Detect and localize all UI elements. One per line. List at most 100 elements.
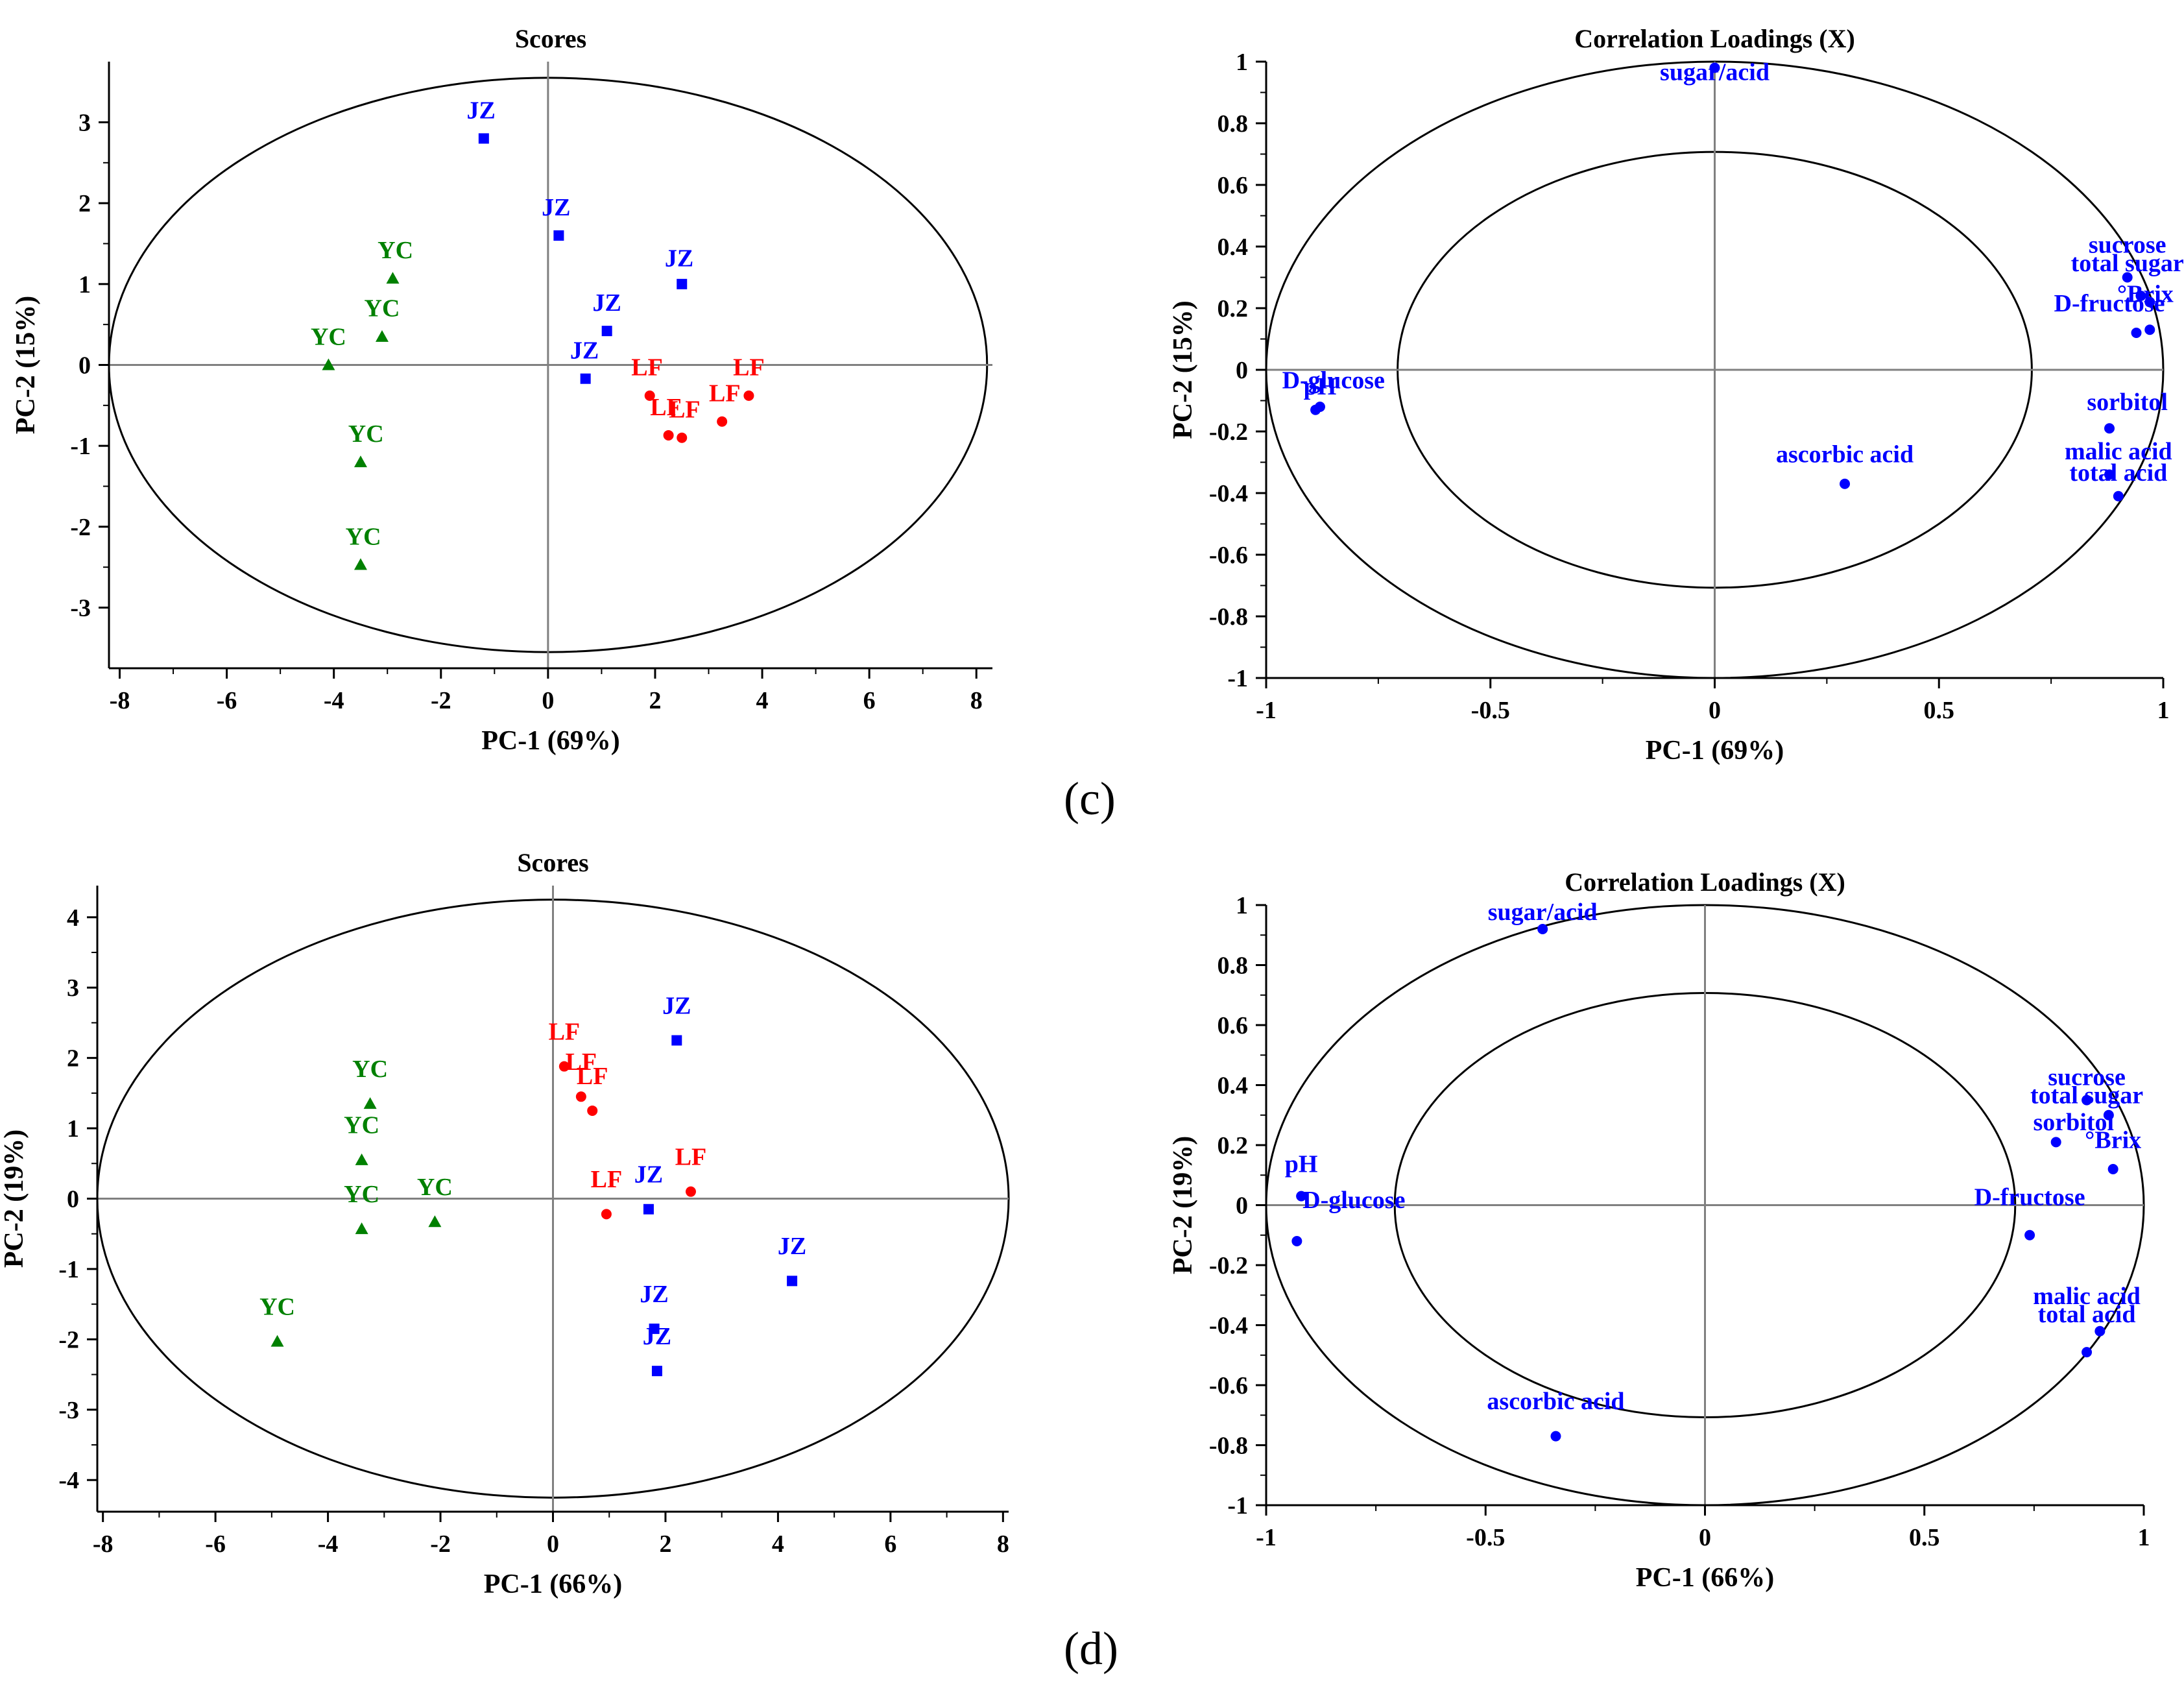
data-label: pH [1285, 1151, 1318, 1178]
data-point-lf [717, 416, 728, 427]
data-label: D-fructose [2054, 290, 2165, 317]
y-tick-label: -1 [1227, 665, 1248, 692]
data-point-loading [2094, 1325, 2106, 1337]
x-tick-label: 1 [2157, 697, 2170, 724]
data-label: LF [631, 354, 663, 381]
x-tick-label: -2 [430, 1531, 451, 1558]
data-point-lf [685, 1186, 696, 1197]
data-label: YC [311, 323, 346, 350]
x-tick-label: 6 [863, 687, 876, 714]
data-point-loading [1550, 1431, 1561, 1442]
data-label: malic acid [2065, 438, 2172, 465]
chart-title: Correlation Loadings (X) [1574, 24, 1855, 53]
y-tick-label: 0 [67, 1186, 79, 1213]
chart-title: Correlation Loadings (X) [1565, 867, 1845, 897]
data-point-jz [677, 278, 688, 289]
y-tick-label: 0.8 [1218, 110, 1249, 138]
x-tick-label: -0.5 [1466, 1524, 1505, 1551]
data-point-loading [2131, 328, 2142, 338]
data-point-loading [2113, 490, 2124, 502]
y-tick-label: 3 [67, 974, 79, 1002]
data-label: JZ [640, 1281, 668, 1308]
x-tick-label: -1 [1256, 1524, 1277, 1551]
data-label: malic acid [2033, 1283, 2141, 1310]
data-label: JZ [467, 97, 496, 124]
x-tick-label: 2 [659, 1531, 671, 1558]
data-label: sucrose [2089, 232, 2166, 259]
data-point-loading [2104, 423, 2115, 434]
x-tick-label: 1 [2138, 1524, 2150, 1551]
data-point-yc [386, 272, 400, 284]
y-tick-label: 0.8 [1218, 952, 1249, 980]
chart-title: Scores [515, 24, 586, 53]
data-label: LF [549, 1018, 581, 1045]
data-point-loading [1537, 924, 1548, 934]
data-point-yc [363, 1097, 377, 1109]
data-label: YC [346, 523, 381, 550]
data-label: YC [378, 237, 413, 264]
data-point-loading [2103, 1109, 2114, 1120]
x-tick-label: -1 [1256, 697, 1277, 724]
data-point-yc [375, 330, 389, 342]
data-point-loading [1709, 62, 1720, 73]
data-point-loading [2122, 272, 2133, 283]
data-label: total acid [2038, 1301, 2136, 1328]
data-point-jz [601, 326, 612, 337]
y-tick-label: -3 [70, 595, 91, 622]
x-tick-label: 0 [1709, 697, 1721, 724]
data-label: D-fructose [1974, 1184, 2085, 1211]
y-axis-label: PC-2 (19%) [1168, 1136, 1198, 1274]
y-tick-label: 0 [78, 352, 91, 380]
data-label: °Brix [2117, 281, 2174, 308]
y-tick-label: -0.6 [1209, 1372, 1248, 1399]
data-point-lf [587, 1105, 598, 1116]
data-point-yc [322, 358, 335, 370]
y-tick-label: 3 [78, 110, 91, 137]
data-label: LF [577, 1063, 608, 1090]
data-point-lf [663, 430, 674, 441]
data-point-lf [558, 1061, 570, 1072]
x-axis-label: PC-1 (69%) [1646, 736, 1784, 766]
y-axis-label: PC-2 (15%) [1168, 300, 1198, 439]
data-label: YC [352, 1056, 388, 1083]
data-label: LF [709, 380, 741, 407]
data-label: JZ [570, 337, 599, 365]
data-point-loading [2107, 1164, 2118, 1174]
x-axis-label: PC-1 (69%) [481, 726, 619, 756]
data-point-loading [1296, 1191, 1307, 1202]
y-tick-label: 0.4 [1218, 234, 1249, 261]
data-point-yc [270, 1335, 284, 1347]
x-tick-label: -8 [110, 687, 130, 714]
x-tick-label: -6 [217, 687, 237, 714]
data-point-jz [553, 230, 564, 241]
data-point-loading [2135, 291, 2146, 301]
data-label: YC [344, 1181, 379, 1208]
data-label: total acid [2069, 459, 2167, 487]
data-label: ascorbic acid [1776, 441, 1914, 468]
data-label: sorbitol [2033, 1109, 2114, 1136]
y-tick-label: 1 [1236, 892, 1248, 919]
data-label: D-glucose [1302, 1187, 1405, 1214]
data-point-jz [787, 1276, 798, 1287]
y-tick-label: 0.6 [1218, 172, 1249, 199]
panel-label-d: (d) [1064, 1623, 1118, 1675]
data-point-loading [2050, 1137, 2061, 1148]
data-point-loading [1310, 404, 1321, 415]
y-tick-label: 1 [1236, 49, 1248, 76]
data-label: D-glucose [1282, 367, 1385, 394]
data-label: total sugar [2030, 1082, 2143, 1109]
y-axis-label: PC-2 (19%) [0, 1130, 29, 1268]
x-tick-label: -4 [324, 687, 344, 714]
y-tick-label: 0 [1236, 1192, 1248, 1220]
y-tick-label: 0.6 [1218, 1012, 1249, 1039]
x-tick-label: 6 [884, 1531, 896, 1558]
y-tick-label: 0.2 [1218, 1132, 1249, 1159]
data-label: YC [348, 420, 384, 448]
x-tick-label: -8 [93, 1531, 114, 1558]
data-point-yc [428, 1215, 442, 1228]
data-point-lf [743, 390, 754, 401]
y-tick-label: -1 [1227, 1492, 1248, 1519]
data-point-jz [580, 373, 591, 384]
data-label: LF [591, 1166, 623, 1193]
